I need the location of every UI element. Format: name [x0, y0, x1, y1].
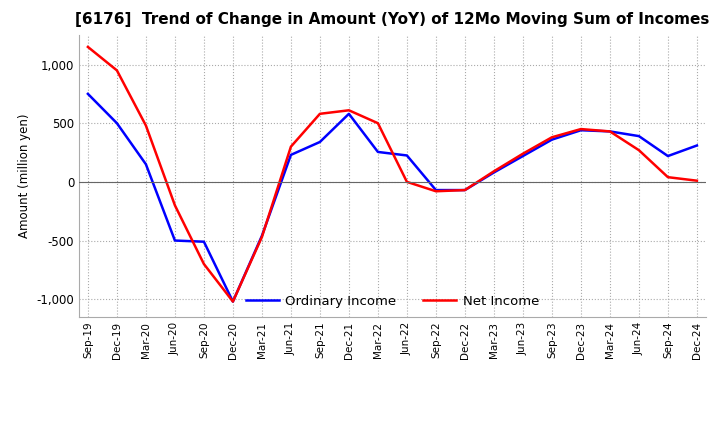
Line: Net Income: Net Income: [88, 47, 697, 301]
Ordinary Income: [142, 161, 150, 167]
Net Income: [634, 147, 643, 153]
Ordinary Income: [518, 154, 527, 159]
Ordinary Income: [634, 133, 643, 139]
Ordinary Income: [84, 91, 92, 96]
Ordinary Income: [402, 153, 411, 158]
Net Income: [112, 68, 121, 73]
Ordinary Income: [199, 239, 208, 244]
Ordinary Income: [664, 154, 672, 159]
Net Income: [84, 44, 92, 50]
Net Income: [258, 235, 266, 240]
Ordinary Income: [548, 137, 557, 142]
Net Income: [490, 169, 498, 174]
Ordinary Income: [374, 149, 382, 154]
Net Income: [142, 123, 150, 128]
Ordinary Income: [171, 238, 179, 243]
Title: [6176]  Trend of Change in Amount (YoY) of 12Mo Moving Sum of Incomes: [6176] Trend of Change in Amount (YoY) o…: [75, 12, 710, 27]
Ordinary Income: [228, 299, 237, 304]
Net Income: [402, 179, 411, 184]
Ordinary Income: [112, 121, 121, 126]
Net Income: [606, 129, 614, 134]
Legend: Ordinary Income, Net Income: Ordinary Income, Net Income: [240, 290, 544, 313]
Net Income: [374, 121, 382, 126]
Net Income: [461, 187, 469, 193]
Ordinary Income: [345, 111, 354, 117]
Net Income: [518, 151, 527, 156]
Net Income: [548, 135, 557, 140]
Ordinary Income: [693, 143, 701, 148]
Net Income: [199, 261, 208, 267]
Net Income: [431, 189, 440, 194]
Ordinary Income: [490, 170, 498, 175]
Net Income: [345, 108, 354, 113]
Line: Ordinary Income: Ordinary Income: [88, 94, 697, 301]
Net Income: [577, 126, 585, 132]
Net Income: [287, 144, 295, 149]
Y-axis label: Amount (million yen): Amount (million yen): [18, 114, 31, 238]
Ordinary Income: [431, 187, 440, 193]
Net Income: [315, 111, 324, 117]
Ordinary Income: [258, 233, 266, 238]
Ordinary Income: [606, 129, 614, 134]
Net Income: [228, 299, 237, 304]
Net Income: [171, 203, 179, 208]
Net Income: [693, 178, 701, 183]
Ordinary Income: [287, 152, 295, 158]
Ordinary Income: [315, 139, 324, 145]
Ordinary Income: [461, 187, 469, 193]
Net Income: [664, 175, 672, 180]
Ordinary Income: [577, 128, 585, 133]
